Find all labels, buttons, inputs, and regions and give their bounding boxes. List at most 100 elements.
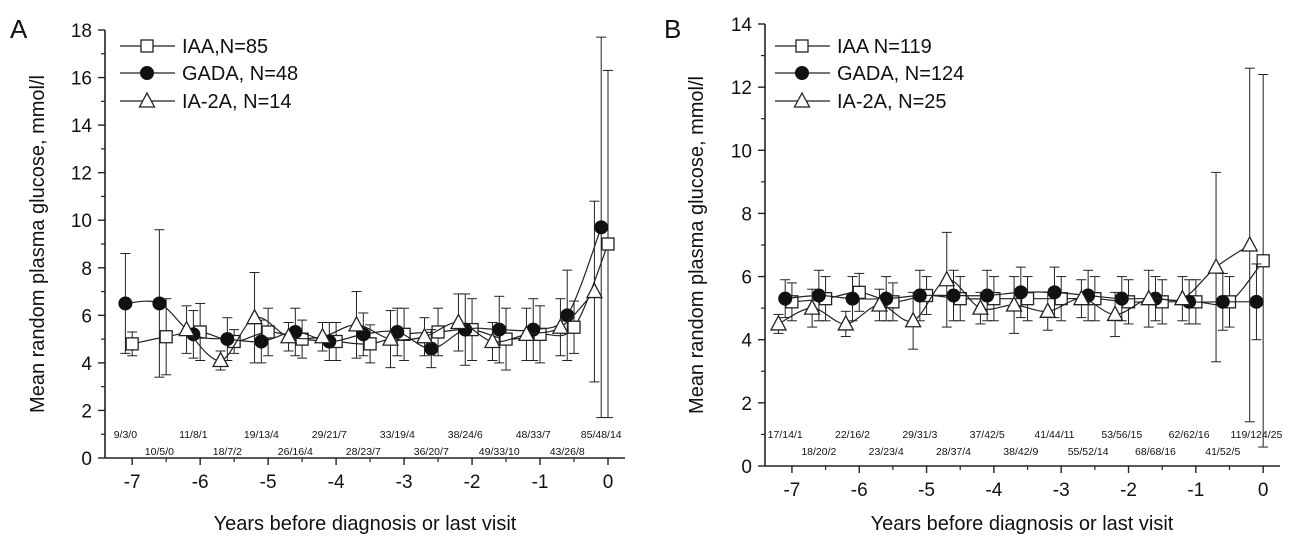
x-tick-label: -7 xyxy=(124,472,141,493)
data-point xyxy=(1215,294,1230,309)
legend-entry-1: IAA N=119 xyxy=(775,36,932,58)
data-point xyxy=(347,315,366,332)
data-point xyxy=(118,296,133,311)
data-point xyxy=(177,320,196,337)
count-annotation: 41/52/5 xyxy=(1205,446,1240,458)
data-point xyxy=(254,334,269,349)
y-tick-label: 6 xyxy=(81,306,92,327)
legend-label: GADA, N=48 xyxy=(182,63,298,85)
legend-label: IAA N=119 xyxy=(837,36,932,58)
legend-label: IA-2A, N=14 xyxy=(182,91,292,113)
y-tick-label: 2 xyxy=(741,394,752,415)
count-annotation: 22/16/2 xyxy=(835,429,870,441)
count-annotation: 19/13/4 xyxy=(244,429,279,441)
data-point xyxy=(870,295,889,312)
data-point xyxy=(912,288,927,303)
x-tick-label: -1 xyxy=(1187,480,1204,501)
y-tick-label: 8 xyxy=(741,204,752,225)
x-tick-label: -3 xyxy=(1053,480,1070,501)
y-tick-label: 4 xyxy=(81,354,92,375)
count-annotation: 33/19/4 xyxy=(380,429,415,441)
count-annotation: 11/8/1 xyxy=(179,429,208,441)
data-point xyxy=(220,332,235,347)
legend-marker xyxy=(138,91,156,108)
y-tick-label: 4 xyxy=(741,331,752,352)
data-point xyxy=(211,351,230,368)
count-annotation: 9/3/0 xyxy=(114,429,138,441)
legend-marker xyxy=(795,39,809,53)
legend-label: GADA, N=124 xyxy=(837,63,964,85)
data-point xyxy=(1249,294,1264,309)
data-point xyxy=(594,220,609,235)
legend-entry-2: GADA, N=48 xyxy=(120,63,298,85)
data-point xyxy=(1072,289,1090,306)
count-annotation: 23/23/4 xyxy=(869,446,904,458)
y-tick-label: 8 xyxy=(81,259,92,280)
data-point xyxy=(938,270,956,287)
y-tick-label: 18 xyxy=(71,21,92,42)
data-point xyxy=(560,308,575,323)
count-annotation: 48/33/7 xyxy=(516,429,551,441)
x-tick-label: -3 xyxy=(396,472,413,493)
y-axis-label: Mean random plasma glucose, mmol/l xyxy=(27,75,49,413)
data-point xyxy=(363,337,377,351)
count-annotation: 43/26/8 xyxy=(550,446,585,458)
data-point xyxy=(279,327,298,344)
legend-marker xyxy=(793,91,811,108)
count-annotation: 29/31/3 xyxy=(902,429,937,441)
data-point xyxy=(1013,285,1028,300)
x-tick-label: -5 xyxy=(918,480,935,501)
count-annotation: 26/16/4 xyxy=(278,446,313,458)
data-point xyxy=(449,313,468,330)
data-point xyxy=(1140,289,1158,306)
data-point xyxy=(1114,291,1129,306)
x-tick-label: -2 xyxy=(1120,480,1137,501)
count-annotation: 18/20/2 xyxy=(801,446,836,458)
count-annotation: 36/20/7 xyxy=(414,446,449,458)
panel-a: A 0 2 4 6 8 10 12 14 16 18 -7 -6 -5 -4 -3 -2 -1 0 Years bef… xyxy=(10,14,625,535)
count-annotation: 28/23/7 xyxy=(346,446,381,458)
data-point xyxy=(1207,257,1225,274)
x-axis-label: Years before diagnosis or last visit xyxy=(214,513,517,535)
count-annotation: 29/21/7 xyxy=(312,429,347,441)
data-point xyxy=(980,288,995,303)
data-point xyxy=(567,320,581,334)
legend-entry-2: GADA, N=124 xyxy=(775,63,964,85)
count-annotation: 10/5/0 xyxy=(145,446,174,458)
data-point xyxy=(601,237,615,251)
data-point xyxy=(245,308,264,325)
y-tick-label: 16 xyxy=(71,69,92,90)
data-point xyxy=(551,317,570,334)
data-point xyxy=(904,311,922,328)
count-annotation: 17/14/1 xyxy=(768,429,803,441)
data-point xyxy=(492,322,507,337)
data-point xyxy=(159,330,173,344)
y-tick-label: 14 xyxy=(71,116,93,137)
data-point xyxy=(1106,305,1124,322)
x-tick-label: -4 xyxy=(985,480,1002,501)
legend-marker xyxy=(140,39,154,53)
legend-marker xyxy=(140,66,154,80)
data-point xyxy=(946,288,961,303)
data-point xyxy=(125,337,139,351)
y-tick-label: 0 xyxy=(81,449,92,470)
x-tick-label: 0 xyxy=(603,472,614,493)
x-tick-label: -5 xyxy=(260,472,277,493)
series-3 xyxy=(177,200,603,383)
count-annotation: 85/48/14 xyxy=(581,429,622,441)
y-axis-label: Mean random plasma glucose, mmol/l xyxy=(686,76,708,414)
data-point xyxy=(1005,295,1023,312)
data-point xyxy=(1256,254,1270,268)
data-point xyxy=(517,324,536,342)
y-tick-label: 6 xyxy=(741,268,752,289)
legend-label: IA-2A, N=25 xyxy=(837,91,947,113)
data-point xyxy=(483,332,502,349)
data-point xyxy=(778,291,793,306)
legend-marker xyxy=(795,66,809,80)
x-tick-label: -7 xyxy=(783,480,800,501)
count-annotation: 38/42/9 xyxy=(1003,446,1038,458)
x-tick-label: -2 xyxy=(464,472,481,493)
x-tick-label: -1 xyxy=(532,472,549,493)
y-tick-label: 10 xyxy=(731,141,752,162)
